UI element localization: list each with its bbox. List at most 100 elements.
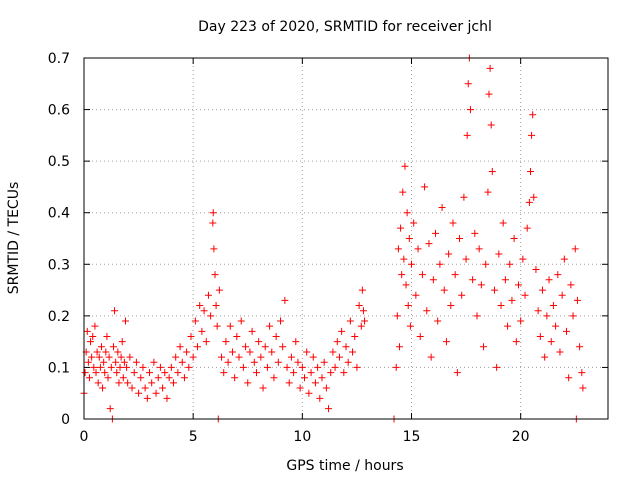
data-point	[395, 343, 403, 351]
data-point	[152, 389, 160, 397]
data-point	[268, 348, 276, 356]
data-point	[340, 369, 348, 377]
y-tick-label: 0.2	[48, 309, 70, 325]
data-point	[87, 338, 95, 346]
data-point	[552, 322, 560, 330]
data-point	[204, 291, 212, 299]
data-point	[335, 353, 343, 361]
data-point	[528, 131, 536, 139]
data-point	[579, 384, 587, 392]
data-points	[80, 54, 587, 423]
x-tick-label: 5	[189, 429, 198, 445]
data-point	[146, 369, 153, 377]
data-point	[554, 271, 562, 279]
data-point	[497, 302, 505, 310]
data-point	[571, 245, 579, 253]
data-point	[167, 363, 175, 371]
data-point	[233, 332, 241, 340]
data-point	[318, 374, 326, 382]
data-point	[416, 332, 424, 340]
data-point	[309, 353, 317, 361]
data-point	[331, 363, 339, 371]
data-point	[488, 167, 496, 175]
data-point	[521, 291, 529, 299]
data-point	[252, 369, 260, 377]
data-point	[529, 111, 537, 119]
data-point	[139, 363, 147, 371]
data-point	[514, 281, 522, 289]
data-point	[358, 286, 366, 294]
data-point	[453, 369, 461, 377]
data-point	[161, 369, 169, 377]
data-point	[294, 358, 302, 366]
data-point	[202, 338, 210, 346]
data-point	[100, 358, 108, 366]
data-point	[185, 363, 193, 371]
data-point	[344, 358, 352, 366]
data-point	[180, 374, 188, 382]
data-point	[534, 307, 542, 315]
data-point	[429, 276, 437, 284]
data-point	[231, 374, 239, 382]
data-point	[118, 338, 126, 346]
data-point	[485, 90, 493, 98]
data-point	[519, 255, 527, 263]
data-point	[563, 327, 571, 335]
data-point	[359, 307, 367, 315]
data-point	[361, 317, 369, 325]
data-point	[403, 209, 411, 217]
data-point	[107, 363, 115, 371]
data-point	[132, 358, 140, 366]
data-point	[576, 343, 584, 351]
data-point	[353, 363, 361, 371]
data-point	[397, 224, 405, 232]
data-point	[530, 193, 538, 201]
data-point	[536, 332, 544, 340]
data-point	[228, 348, 236, 356]
y-tick-label: 0.7	[48, 51, 70, 67]
data-point	[99, 384, 107, 392]
data-point	[394, 245, 402, 253]
data-point	[104, 374, 112, 382]
data-point	[261, 343, 269, 351]
data-point	[150, 358, 158, 366]
data-point	[81, 369, 89, 377]
data-point	[543, 312, 551, 320]
data-point	[393, 312, 401, 320]
data-point	[172, 353, 180, 361]
data-point	[449, 219, 457, 227]
data-point	[405, 235, 413, 242]
data-point	[209, 209, 217, 217]
data-point	[463, 131, 471, 139]
data-point	[198, 327, 206, 335]
data-point	[460, 193, 468, 201]
data-point	[176, 343, 184, 351]
data-point	[159, 384, 167, 392]
data-point	[569, 312, 577, 320]
data-point	[111, 307, 119, 315]
y-tick-label: 0.6	[48, 103, 70, 119]
data-point	[480, 343, 488, 351]
data-point	[121, 317, 129, 325]
data-point	[91, 322, 99, 330]
data-point	[408, 260, 415, 268]
data-point	[226, 322, 234, 330]
data-point	[392, 363, 400, 371]
data-point	[525, 198, 533, 206]
data-point	[298, 363, 306, 371]
data-point	[128, 384, 136, 392]
data-point	[90, 363, 98, 371]
data-point	[279, 343, 287, 351]
data-point	[154, 374, 162, 382]
data-point	[482, 260, 490, 268]
data-point	[499, 219, 507, 227]
data-point	[89, 332, 97, 340]
data-point	[96, 363, 104, 371]
data-point	[532, 265, 540, 273]
data-point	[412, 291, 420, 299]
data-point	[510, 235, 518, 242]
y-tick-label: 0.4	[48, 206, 70, 222]
data-point	[484, 188, 492, 196]
data-point	[545, 276, 553, 284]
data-point	[440, 286, 448, 294]
